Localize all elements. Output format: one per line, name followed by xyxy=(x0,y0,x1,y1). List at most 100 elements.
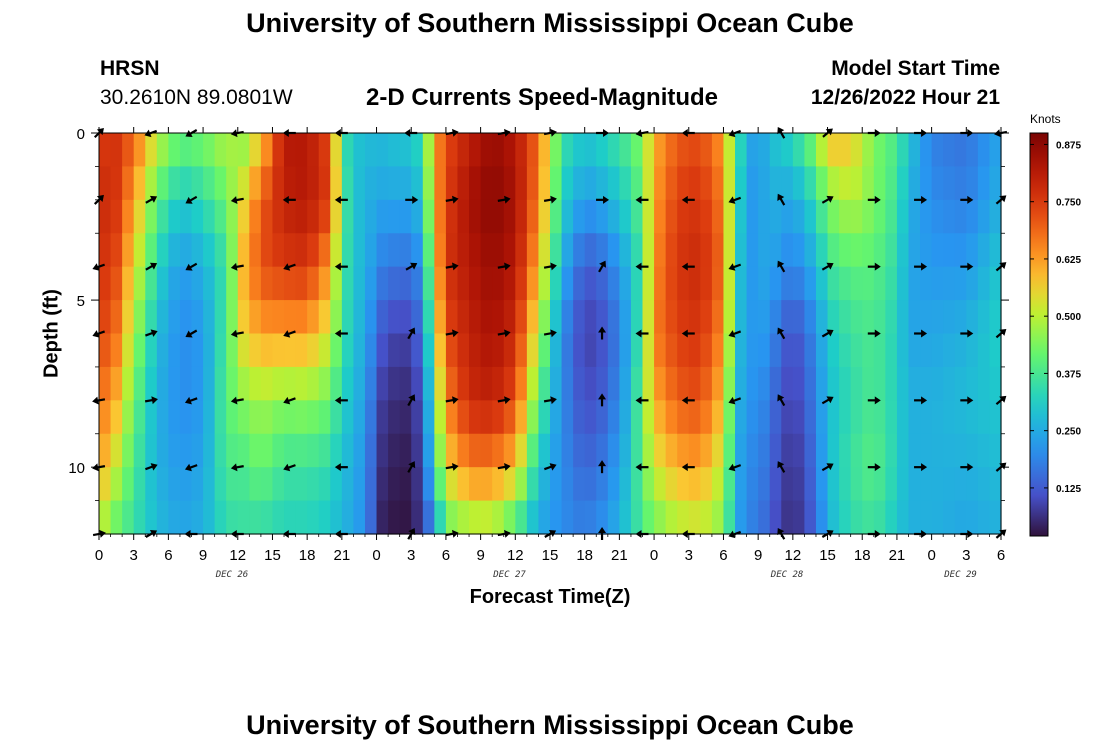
heatmap-cell xyxy=(284,300,296,334)
heatmap-cell xyxy=(908,133,920,167)
heatmap-cell xyxy=(538,166,550,200)
heatmap-cell xyxy=(839,200,851,234)
heatmap-cell xyxy=(839,467,851,501)
heatmap-cell xyxy=(457,434,469,468)
heatmap-cell xyxy=(897,200,909,234)
heatmap-cell xyxy=(955,300,967,334)
heatmap-cell xyxy=(527,267,539,301)
heatmap-cell xyxy=(758,300,770,334)
heatmap-cell xyxy=(631,434,643,468)
heatmap-cell xyxy=(226,334,238,368)
heatmap-cell xyxy=(677,434,689,468)
heatmap-cell xyxy=(388,300,400,334)
heatmap-cell xyxy=(666,267,678,301)
heatmap-cell xyxy=(99,467,111,501)
heatmap-cell xyxy=(238,267,250,301)
heatmap-cell xyxy=(932,400,944,434)
heatmap-cell xyxy=(989,200,1001,234)
heatmap-cell xyxy=(307,133,319,167)
heatmap-cell xyxy=(400,233,412,267)
heatmap-cell xyxy=(122,434,134,468)
heatmap-cell xyxy=(157,200,169,234)
heatmap-cell xyxy=(978,267,990,301)
heatmap-cell xyxy=(492,467,504,501)
heatmap-cell xyxy=(99,400,111,434)
heatmap-cell xyxy=(330,400,342,434)
heatmap-cell xyxy=(897,267,909,301)
heatmap-cell xyxy=(781,233,793,267)
heatmap-cell xyxy=(851,200,863,234)
heatmap-cell xyxy=(400,334,412,368)
heatmap-cell xyxy=(619,233,631,267)
heatmap-cell xyxy=(492,233,504,267)
heatmap-cell xyxy=(504,400,516,434)
heatmap-cell xyxy=(296,233,308,267)
heatmap-cell xyxy=(353,501,365,535)
x-tick-label: 15 xyxy=(819,547,836,564)
heatmap-cell xyxy=(700,200,712,234)
heatmap-cell xyxy=(319,300,331,334)
heatmap-cell xyxy=(342,133,354,167)
heatmap-cell xyxy=(388,133,400,167)
heatmap-cell xyxy=(446,133,458,167)
heatmap-cell xyxy=(492,434,504,468)
heatmap-cell xyxy=(793,233,805,267)
heatmap-cell xyxy=(966,300,978,334)
heatmap-cell xyxy=(897,300,909,334)
heatmap-cell xyxy=(457,300,469,334)
heatmap-cell xyxy=(99,434,111,468)
heatmap-cell xyxy=(434,467,446,501)
heatmap-cell xyxy=(573,367,585,401)
heatmap-cell xyxy=(145,367,157,401)
heatmap-cell xyxy=(342,434,354,468)
heatmap-cell xyxy=(377,400,389,434)
heatmap-cell xyxy=(978,300,990,334)
heatmap-cell xyxy=(145,233,157,267)
heatmap-cell xyxy=(816,367,828,401)
y-tick-label: 10 xyxy=(68,460,85,477)
heatmap-cell xyxy=(538,334,550,368)
heatmap-cell xyxy=(851,166,863,200)
heatmap-cell xyxy=(504,300,516,334)
heatmap-cell xyxy=(839,267,851,301)
heatmap-cell xyxy=(828,367,840,401)
heatmap-cell xyxy=(249,233,261,267)
heatmap-cell xyxy=(989,400,1001,434)
x-tick-label: 6 xyxy=(164,547,172,564)
heatmap-cell xyxy=(192,400,204,434)
heatmap-cell xyxy=(538,400,550,434)
heatmap-cell xyxy=(920,367,932,401)
heatmap-cell xyxy=(180,434,192,468)
day-label: DEC 26 xyxy=(215,570,249,580)
heatmap-cell xyxy=(446,166,458,200)
heatmap-cell xyxy=(481,367,493,401)
heatmap-cell xyxy=(192,501,204,535)
heatmap-cell xyxy=(666,400,678,434)
heatmap-cell xyxy=(145,300,157,334)
heatmap-cell xyxy=(111,200,123,234)
heatmap-cell xyxy=(446,367,458,401)
heatmap-cell xyxy=(203,400,215,434)
heatmap-cell xyxy=(342,334,354,368)
heatmap-cell xyxy=(885,434,897,468)
heatmap-cell xyxy=(388,400,400,434)
heatmap-cell xyxy=(920,400,932,434)
heatmap-cell xyxy=(851,501,863,535)
heatmap-cell xyxy=(920,166,932,200)
heatmap-cell xyxy=(596,233,608,267)
heatmap-cell xyxy=(180,367,192,401)
heatmap-cell xyxy=(319,233,331,267)
heatmap-cell xyxy=(666,434,678,468)
heatmap-cell xyxy=(816,400,828,434)
heatmap-cell xyxy=(99,300,111,334)
heatmap-cell xyxy=(897,166,909,200)
heatmap-cell xyxy=(608,200,620,234)
heatmap-cell xyxy=(943,434,955,468)
heatmap-cell xyxy=(643,467,655,501)
heatmap-cell xyxy=(885,501,897,535)
heatmap-cell xyxy=(978,367,990,401)
heatmap-cell xyxy=(238,467,250,501)
heatmap-cell xyxy=(122,200,134,234)
heatmap-cell xyxy=(261,400,273,434)
heatmap-cell xyxy=(330,166,342,200)
